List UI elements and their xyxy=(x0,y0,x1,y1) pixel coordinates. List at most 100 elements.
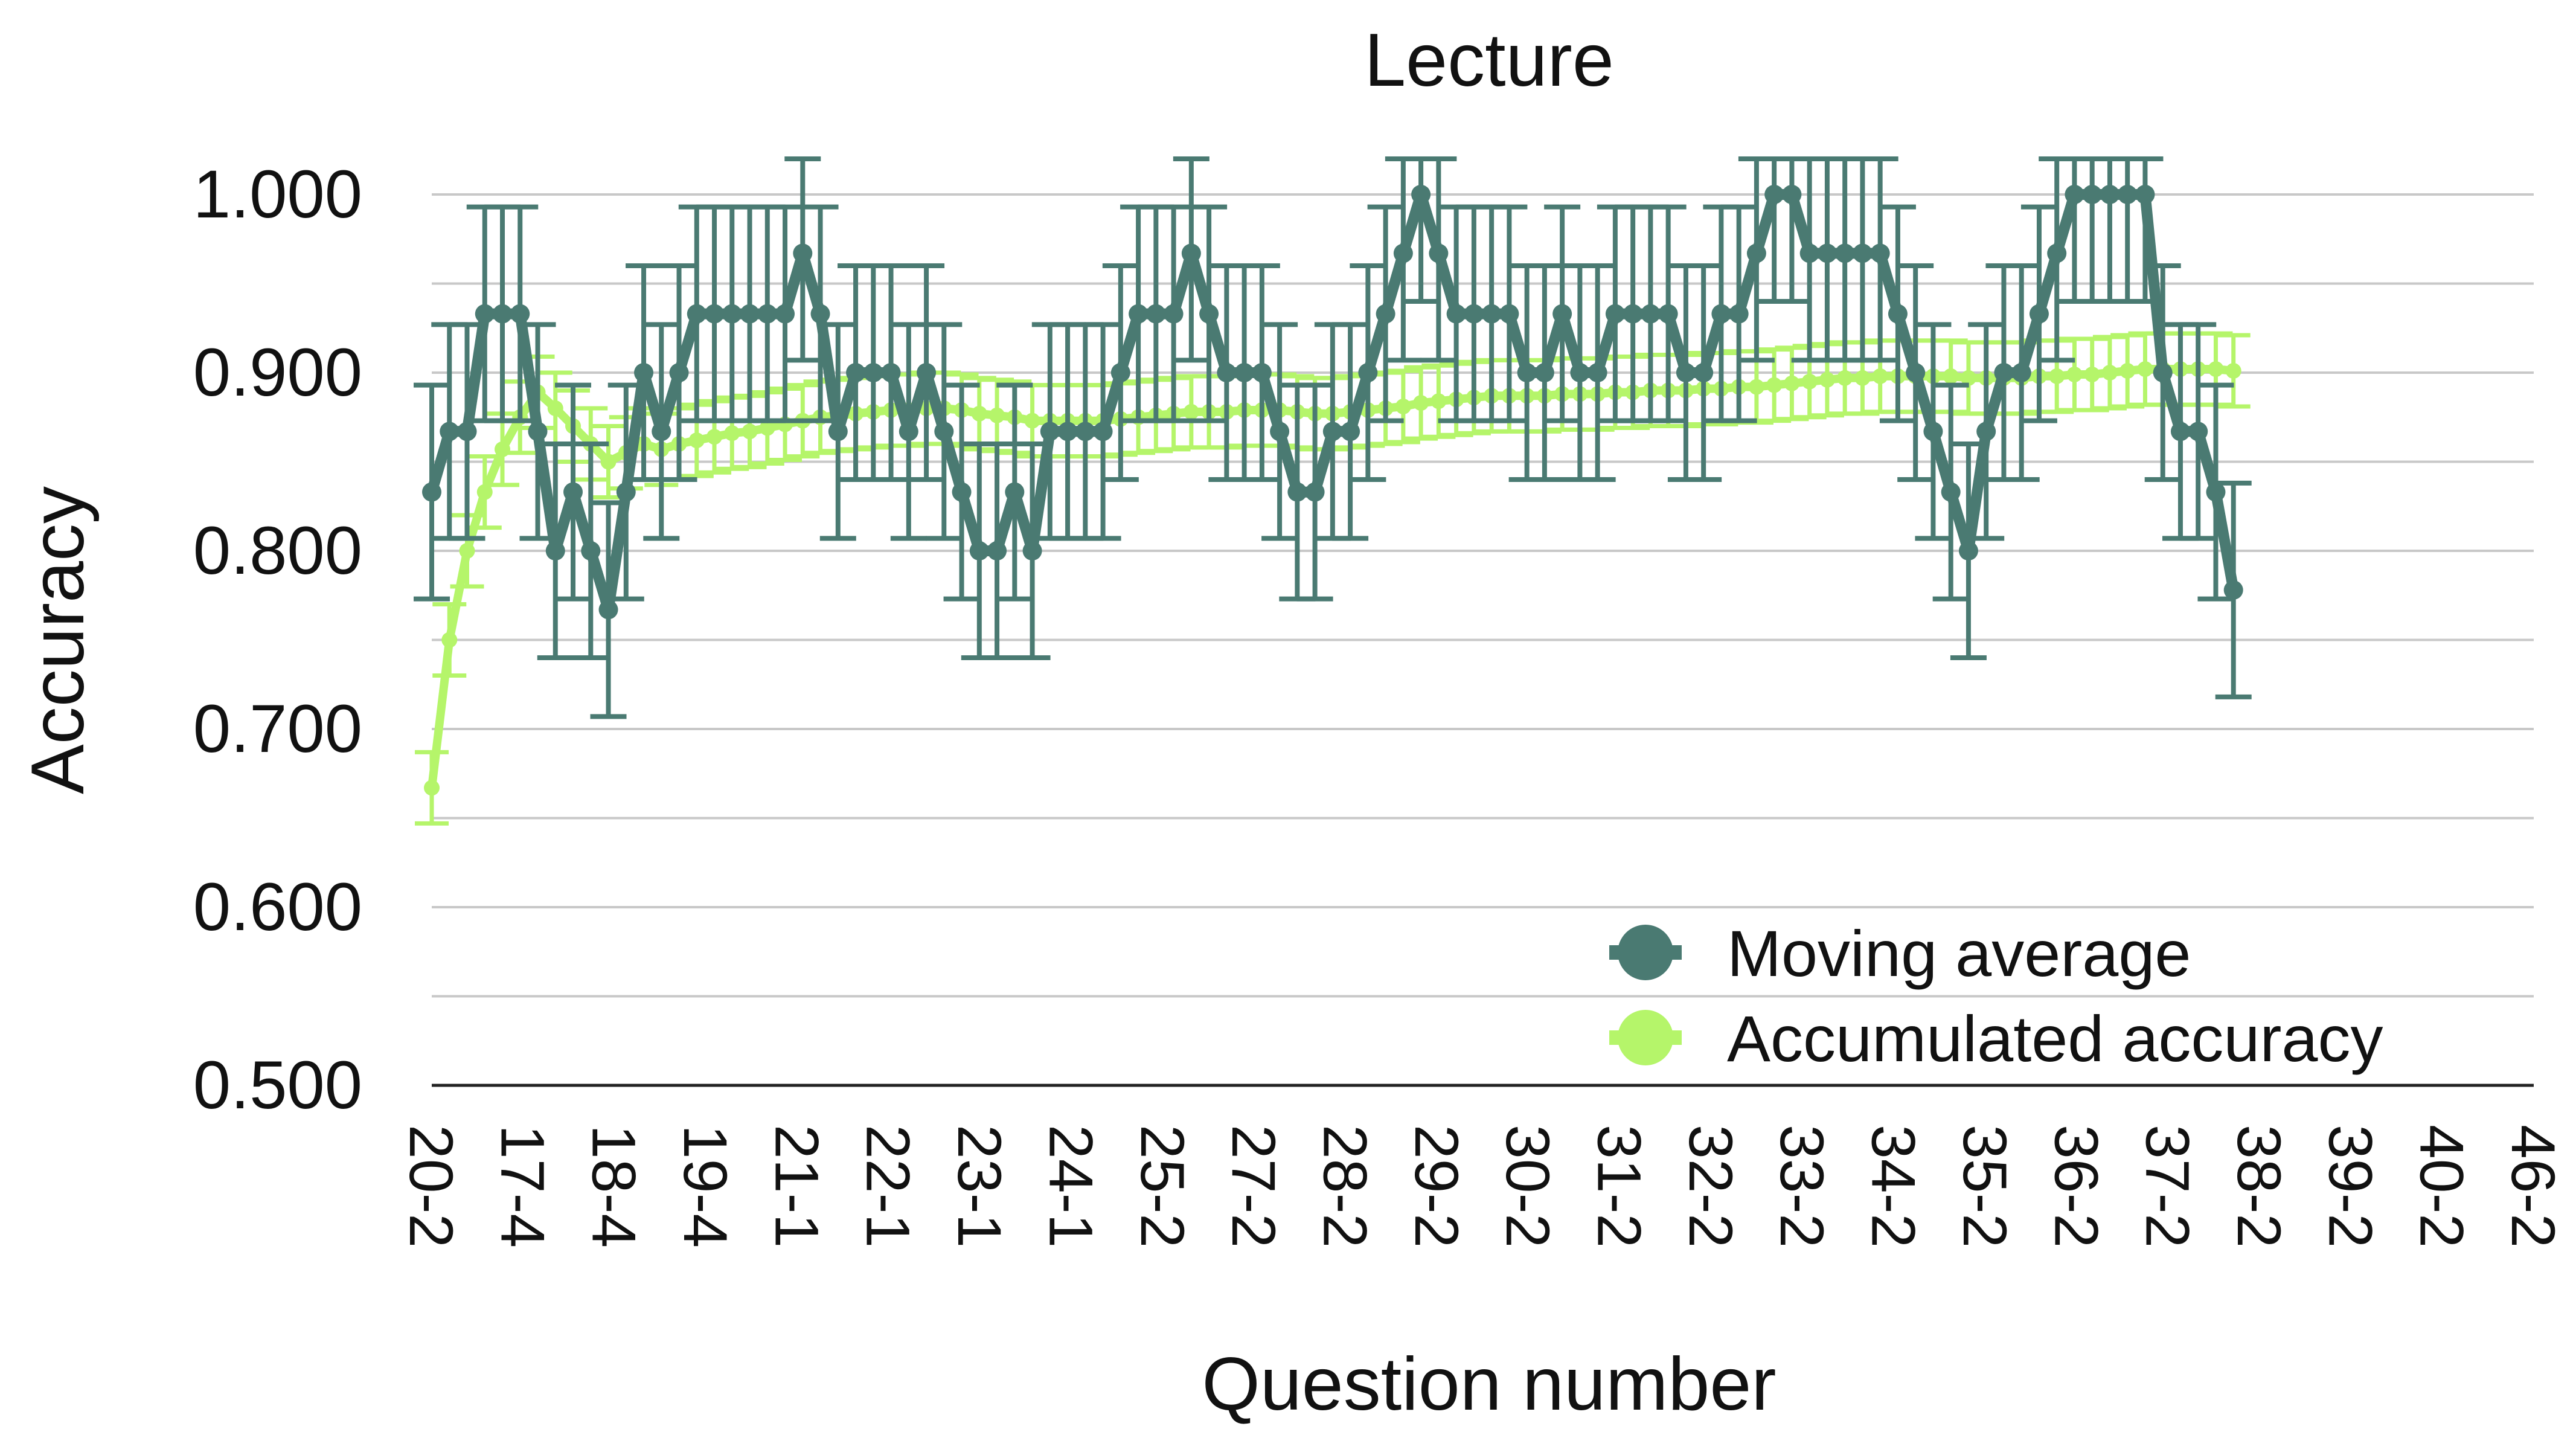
data-point xyxy=(987,541,1007,560)
data-point xyxy=(1552,304,1572,324)
legend-swatch-marker-moving-average xyxy=(1618,925,1673,980)
data-point xyxy=(1040,422,1060,442)
data-point xyxy=(440,422,460,442)
data-point xyxy=(2135,185,2155,204)
data-point xyxy=(475,304,495,324)
data-point xyxy=(634,363,654,382)
data-point xyxy=(1482,304,1502,324)
legend-label-moving-average: Moving average xyxy=(1727,917,2191,990)
data-point xyxy=(2047,243,2067,263)
data-point xyxy=(1093,422,1113,442)
data-point xyxy=(863,363,883,382)
data-point xyxy=(971,405,987,422)
data-point xyxy=(669,363,689,382)
data-point xyxy=(1694,363,1714,382)
data-point xyxy=(1358,363,1378,382)
data-point xyxy=(2225,363,2241,379)
data-point xyxy=(1322,422,1342,442)
data-point xyxy=(600,454,617,470)
data-point xyxy=(1164,304,1184,324)
data-point xyxy=(969,541,989,560)
x-tick-label: 36-2 xyxy=(2042,1125,2110,1248)
data-point xyxy=(740,304,760,324)
data-point xyxy=(1234,363,1254,382)
data-point xyxy=(706,429,723,445)
data-point xyxy=(1217,363,1237,382)
data-point xyxy=(1799,243,1819,263)
data-point xyxy=(1958,541,1978,560)
data-point xyxy=(1431,393,1447,409)
data-point xyxy=(510,304,530,324)
x-tick-label: 46-2 xyxy=(2499,1125,2568,1248)
data-point xyxy=(1605,304,1625,324)
data-point xyxy=(952,482,972,502)
legend: Moving average Accumulated accuracy xyxy=(1609,917,2383,1075)
x-tick-label: 33-2 xyxy=(1767,1125,1836,1248)
data-point xyxy=(846,363,866,382)
data-point xyxy=(581,541,601,560)
data-point xyxy=(441,632,458,648)
data-point xyxy=(1181,243,1201,263)
data-point xyxy=(793,243,813,263)
data-point xyxy=(1872,368,1888,384)
y-axis-title: Accuracy xyxy=(16,486,100,794)
data-point xyxy=(2029,304,2049,324)
data-point xyxy=(598,600,618,620)
data-point xyxy=(989,407,1005,423)
data-point xyxy=(2049,368,2065,384)
data-point xyxy=(881,363,901,382)
data-point xyxy=(1837,370,1853,386)
data-point xyxy=(810,304,830,324)
data-point xyxy=(917,363,937,382)
y-tick-labels: 0.500 0.600 0.700 0.800 0.900 1.000 xyxy=(193,156,362,1123)
data-point xyxy=(1835,243,1855,263)
data-point xyxy=(1801,373,1818,390)
data-point xyxy=(2137,361,2153,377)
data-point xyxy=(1024,413,1040,429)
data-point xyxy=(1906,363,1926,382)
x-tick-label: 20-2 xyxy=(397,1125,466,1248)
data-point xyxy=(1534,363,1554,382)
data-point xyxy=(1676,363,1696,382)
y-tick-label: 0.600 xyxy=(193,869,362,945)
x-tick-label: 35-2 xyxy=(1950,1125,2019,1248)
data-point xyxy=(1252,363,1272,382)
data-point xyxy=(563,482,583,502)
data-point xyxy=(1517,363,1537,382)
x-tick-label: 19-4 xyxy=(671,1125,740,1248)
data-point xyxy=(652,422,671,442)
data-point xyxy=(1729,304,1749,324)
data-point xyxy=(547,400,563,416)
x-tick-label: 32-2 xyxy=(1676,1125,1745,1248)
x-tick-label: 17-4 xyxy=(488,1125,557,1248)
data-point xyxy=(2223,580,2243,600)
data-point xyxy=(476,484,493,500)
y-tick-label: 0.800 xyxy=(193,513,362,588)
x-tick-label: 21-1 xyxy=(762,1125,831,1248)
data-point xyxy=(457,422,477,442)
data-point xyxy=(616,482,636,502)
x-tick-label: 22-1 xyxy=(854,1125,923,1248)
data-point xyxy=(1854,370,1871,386)
y-tick-label: 0.700 xyxy=(193,691,362,766)
data-point xyxy=(2084,366,2100,382)
data-point xyxy=(1746,243,1766,263)
data-point xyxy=(1005,482,1025,502)
data-point xyxy=(2170,422,2190,442)
x-tick-label: 27-2 xyxy=(1219,1125,1288,1248)
data-point xyxy=(2188,422,2208,442)
data-point xyxy=(2118,185,2138,204)
x-tick-label: 25-2 xyxy=(1128,1125,1197,1248)
data-point xyxy=(759,420,775,436)
data-point xyxy=(1764,185,1784,204)
data-point xyxy=(422,482,441,502)
data-point xyxy=(1976,422,1996,442)
x-tick-label: 28-2 xyxy=(1310,1125,1379,1248)
data-point xyxy=(1199,304,1219,324)
data-point xyxy=(2065,185,2084,204)
data-point xyxy=(1287,482,1307,502)
data-point xyxy=(1411,185,1431,204)
y-tick-label: 0.900 xyxy=(193,335,362,410)
data-point xyxy=(1413,395,1429,411)
data-point xyxy=(1888,304,1908,324)
